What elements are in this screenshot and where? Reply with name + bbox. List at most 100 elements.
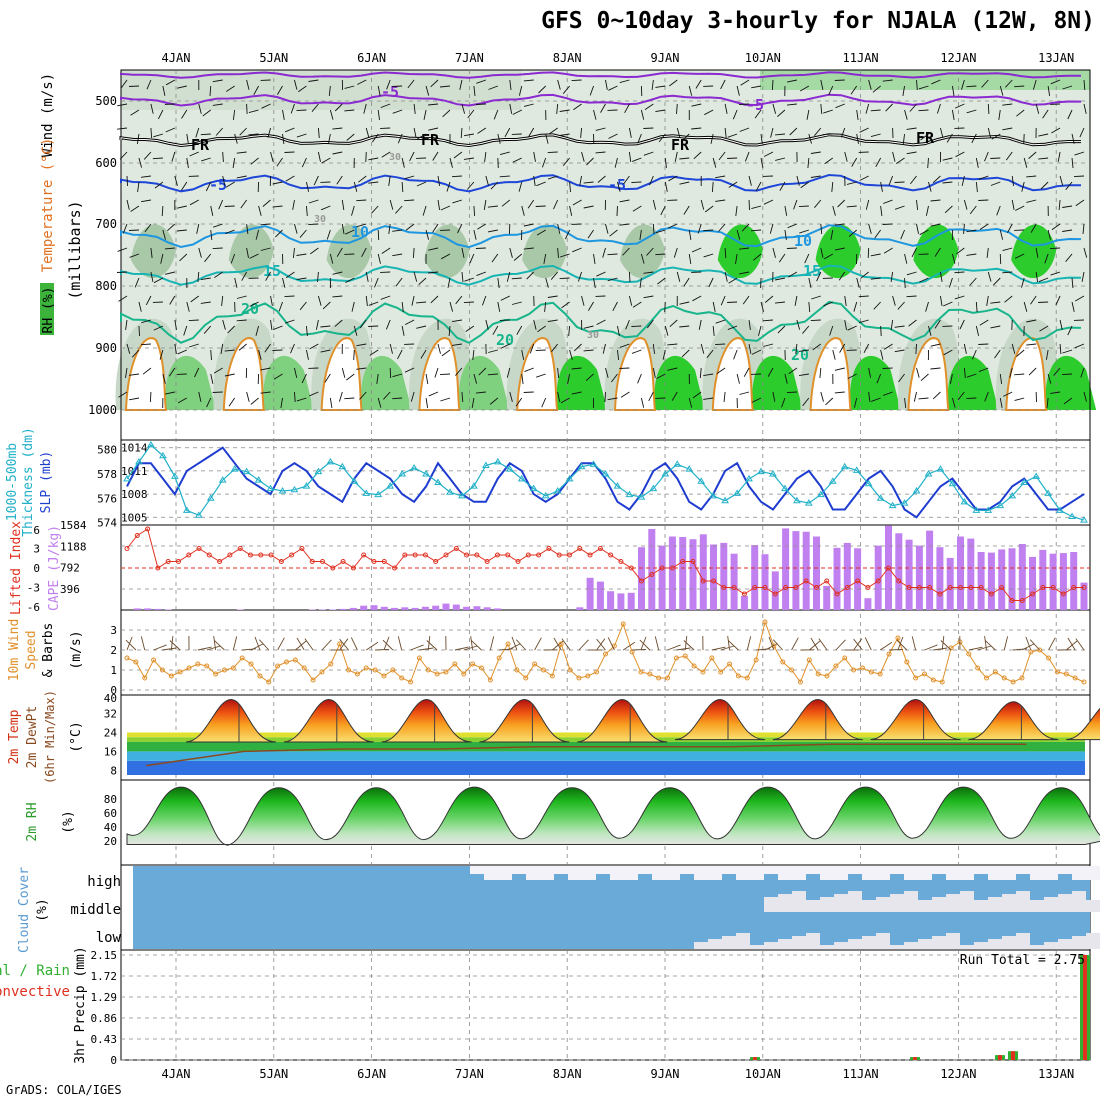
li-point — [700, 578, 706, 584]
cloud-high-gap — [736, 866, 750, 880]
wind-barb — [987, 127, 992, 138]
cloud-high-gap — [792, 866, 806, 880]
wind-barb — [294, 79, 298, 90]
wind-barb — [943, 349, 953, 356]
wind10-barb — [470, 640, 482, 651]
temp-day-curve — [674, 698, 766, 741]
wind-barb — [567, 373, 571, 384]
wind-barb — [975, 157, 979, 168]
wind-barb — [585, 373, 594, 382]
wind-barb — [389, 367, 392, 379]
wind-barb — [1075, 199, 1085, 207]
thickness-point — [230, 465, 239, 472]
wind-barb — [798, 373, 809, 377]
slp-tick: 1005 — [121, 511, 148, 524]
wind-barb — [1050, 247, 1061, 250]
cape-bar — [133, 608, 141, 610]
wind-barb — [512, 157, 522, 163]
thickness-point — [1044, 489, 1052, 496]
wind-barb — [321, 157, 331, 164]
wind-barb — [305, 325, 308, 337]
wind-barb — [767, 367, 774, 377]
wind-barb — [920, 133, 929, 141]
wind-barb — [1015, 205, 1025, 211]
wind-barb — [865, 199, 870, 210]
wind-barb — [597, 175, 606, 183]
wind-barb — [580, 127, 583, 138]
wind-speed-point — [930, 677, 936, 683]
wind-speed-point — [142, 675, 148, 681]
cloud-high-gap — [862, 866, 876, 880]
wind-barb — [608, 133, 618, 139]
thickness-point — [852, 466, 861, 473]
cape-bar — [494, 608, 501, 610]
wind-barb — [296, 277, 307, 281]
wind-speed-point — [1001, 675, 1007, 681]
wind-barb — [840, 127, 846, 138]
cape-bar — [998, 549, 1006, 610]
slp-tick: 1014 — [121, 442, 148, 455]
wind-barb — [1081, 271, 1085, 282]
rh-shade — [165, 355, 216, 410]
wind-barb — [850, 85, 858, 95]
wind-speed-point — [337, 641, 343, 647]
wind-speed-point — [833, 663, 839, 669]
wind-barb — [255, 229, 260, 240]
li-point — [474, 552, 480, 558]
run-total: Run Total = 2.75 — [960, 953, 1085, 968]
wind-barb — [772, 247, 776, 258]
wind10-barb — [125, 639, 137, 651]
wind-barb — [512, 109, 522, 115]
cloud-high-gap — [848, 866, 862, 874]
wind-barb — [509, 391, 513, 402]
wind-barb — [455, 295, 463, 305]
wind-barb — [420, 349, 427, 359]
cape-bar — [421, 606, 429, 610]
wind-barb — [835, 103, 845, 109]
wind-barb — [625, 319, 630, 330]
cape-bar — [1039, 549, 1047, 610]
li-point — [278, 559, 284, 564]
wind-barb — [353, 325, 358, 336]
wind-barb — [528, 127, 535, 137]
wind-barb — [736, 229, 741, 240]
date-label-bottom: 9JAN — [651, 1067, 680, 1081]
wind-barb — [152, 157, 163, 160]
wind-barb — [856, 133, 859, 144]
wind-barb — [1047, 229, 1051, 240]
wind-barb — [153, 277, 164, 284]
cape-bar — [679, 537, 687, 610]
cloud-high-gap — [652, 866, 666, 880]
wind-barb — [1009, 367, 1013, 378]
thickness-point — [517, 474, 526, 482]
temp-day-curve — [1066, 707, 1100, 741]
li-label: Lifted Index — [9, 521, 24, 615]
cloud-low-gap — [792, 936, 806, 949]
wind-tick: 3 — [110, 624, 117, 637]
wind-barb — [793, 199, 798, 210]
wind-barb — [117, 127, 128, 130]
wind-barb — [951, 85, 955, 96]
cloud-high-gap — [1016, 866, 1030, 874]
wind-barb — [760, 301, 765, 312]
wind-barb — [882, 79, 893, 82]
wind-barb — [461, 271, 464, 282]
wind-barb — [165, 391, 175, 395]
wind-barb — [315, 319, 319, 330]
wind-barb — [559, 109, 570, 112]
cape-bar — [720, 542, 728, 610]
wind-barb — [413, 271, 418, 282]
temperature-contour — [120, 71, 1082, 79]
wind-barb — [255, 325, 260, 336]
wind-barb — [385, 319, 391, 330]
cloud-high-gap — [960, 866, 974, 880]
wind-barb — [298, 85, 307, 93]
wind-barb — [978, 199, 989, 201]
wind-barb — [954, 295, 965, 300]
wind-barb — [205, 181, 212, 192]
wind-barb — [161, 205, 164, 217]
wind-barb — [557, 223, 561, 234]
wind10-barb — [553, 637, 562, 651]
wind-barb — [270, 319, 273, 330]
wind-barb — [506, 271, 511, 282]
